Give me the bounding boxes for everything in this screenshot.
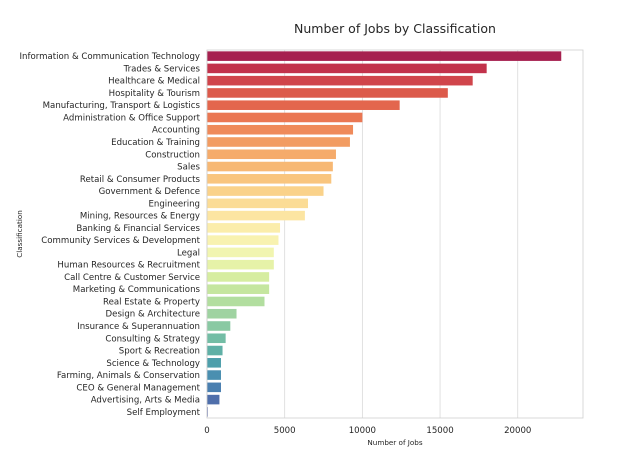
x-tick-label: 0: [204, 426, 209, 436]
category-label: Retail & Consumer Products: [80, 175, 201, 185]
category-label: Consulting & Strategy: [105, 334, 200, 344]
bar: [207, 308, 237, 319]
bar: [207, 345, 223, 356]
bar: [207, 284, 270, 294]
bar: [207, 137, 350, 147]
category-label: Government & Defence: [99, 187, 200, 197]
x-tick-label: 10000: [349, 426, 376, 436]
bar: [207, 186, 324, 196]
category-label: Call Centre & Customer Service: [64, 273, 200, 283]
category-label: Construction: [145, 150, 200, 160]
bar: [207, 382, 221, 393]
category-label: Self Employment: [127, 408, 201, 418]
bar: [207, 149, 336, 160]
category-label: Advertising, Arts & Media: [91, 396, 200, 406]
category-label: Insurance & Superannuation: [77, 322, 200, 332]
category-label: Design & Architecture: [106, 310, 200, 320]
bar: [207, 63, 487, 74]
bar: [207, 272, 270, 282]
category-label: Engineering: [148, 199, 200, 209]
category-label: Community Services & Development: [41, 236, 200, 246]
bar: [207, 174, 332, 184]
bar: [207, 100, 400, 110]
category-label: Education & Training: [111, 138, 200, 148]
x-axis-label: Number of Jobs: [367, 438, 422, 447]
y-axis-label: Classification: [15, 210, 24, 258]
bar: [207, 321, 231, 331]
bar: [207, 235, 279, 245]
bar: [207, 198, 308, 209]
category-label: Marketing & Communications: [73, 285, 201, 295]
bar: [207, 88, 448, 98]
category-label: Manufacturing, Transport & Logistics: [43, 101, 201, 111]
category-label: Healthcare & Medical: [108, 77, 200, 87]
category-label: Real Estate & Property: [103, 297, 200, 307]
bar: [207, 124, 354, 135]
category-label: Banking & Financial Services: [76, 224, 200, 234]
category-label: Farming, Animals & Conservation: [57, 371, 200, 381]
category-label: Science & Technology: [106, 359, 200, 369]
bar: [207, 112, 363, 123]
x-tick-label: 5000: [274, 426, 296, 436]
category-label: Administration & Office Support: [63, 113, 200, 123]
bar: [207, 247, 274, 258]
category-label: Sport & Recreation: [119, 347, 200, 357]
category-labels: Information & Communication Technology Tr…: [19, 52, 200, 418]
category-label: Accounting: [152, 126, 200, 136]
chart-title: Number of Jobs by Classification: [294, 21, 496, 36]
bar: [207, 223, 281, 233]
category-label: Sales: [177, 163, 200, 173]
bar: [207, 358, 221, 368]
x-tick-labels: 0 5000 10000 15000 20000: [204, 426, 531, 436]
x-tick-label: 20000: [504, 426, 531, 436]
category-label: Human Resources & Recruitment: [57, 261, 200, 271]
bar: [207, 259, 274, 270]
category-label: Mining, Resources & Energy: [80, 212, 200, 222]
bar: [207, 51, 562, 61]
plot-frame: [206, 49, 584, 419]
bar: [207, 333, 226, 344]
category-label: Information & Communication Technology: [19, 52, 200, 62]
category-label: Hospitality & Tourism: [109, 89, 200, 99]
bar: [207, 210, 305, 221]
bar: [207, 296, 265, 307]
category-label: Legal: [177, 248, 200, 258]
category-label: Trades & Services: [123, 64, 201, 74]
bar-layer: [207, 51, 562, 417]
category-label: CEO & General Management: [76, 383, 200, 393]
bar: [207, 75, 473, 86]
bar: [207, 370, 221, 380]
bar: [207, 394, 220, 405]
bar: [207, 161, 333, 172]
x-tick-label: 15000: [426, 426, 453, 436]
